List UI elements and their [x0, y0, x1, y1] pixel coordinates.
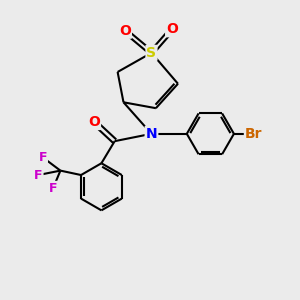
Text: F: F — [34, 169, 43, 182]
Text: S: S — [146, 46, 157, 60]
Text: F: F — [49, 182, 57, 195]
Text: O: O — [119, 24, 131, 38]
Text: O: O — [88, 115, 100, 129]
Text: O: O — [166, 22, 178, 36]
Text: N: N — [146, 127, 157, 141]
Text: F: F — [38, 151, 47, 164]
Text: Br: Br — [245, 127, 262, 141]
